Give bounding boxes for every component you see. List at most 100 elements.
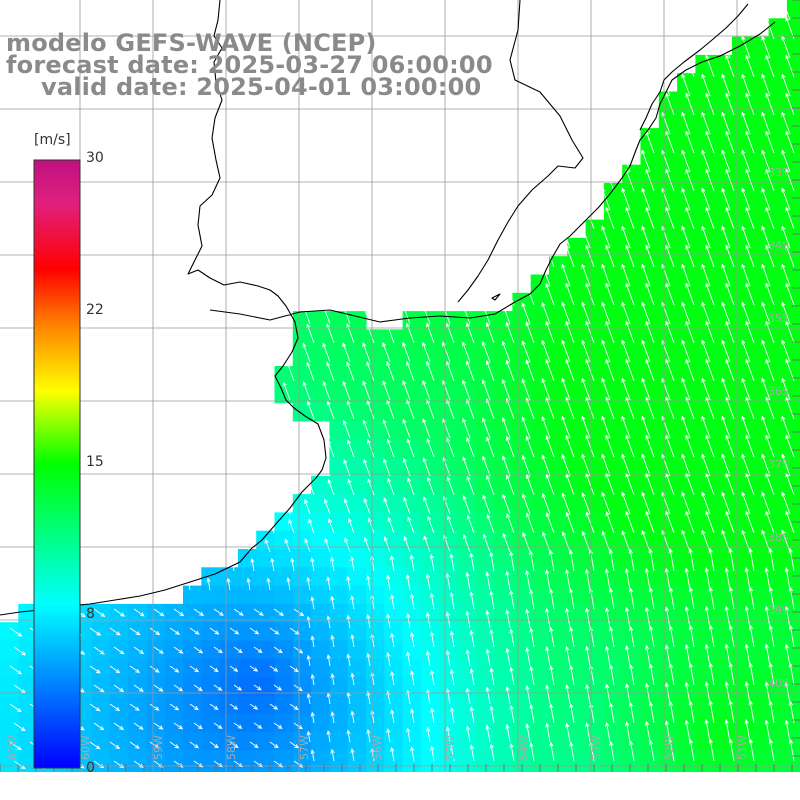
field-cell bbox=[640, 585, 660, 605]
field-cell bbox=[768, 164, 788, 184]
wind-arrow bbox=[366, 652, 371, 667]
field-cell bbox=[768, 622, 788, 642]
field-cell bbox=[549, 658, 568, 678]
wind-arrow bbox=[784, 643, 791, 667]
field-cell bbox=[457, 713, 477, 733]
wind-arrow bbox=[681, 415, 691, 439]
field-cell bbox=[585, 475, 605, 495]
field-cell bbox=[530, 713, 550, 733]
field-cell bbox=[512, 640, 532, 660]
field-cell bbox=[183, 640, 202, 660]
wind-arrow bbox=[665, 320, 675, 344]
field-cell bbox=[256, 713, 276, 733]
field-cell bbox=[585, 402, 605, 422]
wind-arrow bbox=[382, 380, 391, 401]
wind-arrow bbox=[330, 748, 335, 762]
field-cell bbox=[677, 750, 696, 770]
wind-arrow bbox=[768, 662, 775, 686]
wind-arrow bbox=[407, 516, 415, 534]
field-cell bbox=[786, 494, 800, 513]
wind-arrow bbox=[306, 361, 315, 382]
wind-arrow bbox=[489, 590, 495, 610]
wind-arrow bbox=[641, 149, 651, 173]
wind-arrow bbox=[741, 529, 751, 553]
wind-arrow bbox=[688, 738, 695, 762]
field-cell bbox=[585, 494, 605, 513]
wind-arrow bbox=[644, 682, 651, 705]
wind-arrow bbox=[761, 111, 771, 135]
field-cell bbox=[274, 768, 294, 772]
field-cell bbox=[256, 603, 276, 623]
wind-arrow bbox=[326, 361, 335, 382]
field-cell bbox=[695, 146, 715, 166]
wind-arrow bbox=[9, 665, 23, 675]
field-cell bbox=[750, 567, 770, 587]
wind-arrow bbox=[745, 472, 755, 496]
wind-arrow bbox=[721, 301, 731, 325]
field-cell bbox=[146, 750, 166, 770]
wind-arrow bbox=[624, 683, 631, 705]
wind-arrow bbox=[525, 608, 531, 629]
lat-label: 34S bbox=[768, 239, 789, 252]
field-cell bbox=[420, 768, 440, 772]
bottom-margin bbox=[0, 772, 800, 800]
wind-arrow bbox=[249, 627, 260, 635]
field-cell bbox=[640, 750, 660, 770]
wind-arrow bbox=[426, 360, 435, 382]
field-cell bbox=[640, 311, 660, 330]
field-cell bbox=[18, 732, 38, 751]
wind-arrow bbox=[446, 398, 455, 420]
wind-arrow bbox=[425, 688, 431, 705]
field-cell bbox=[585, 237, 605, 257]
field-cell bbox=[677, 91, 696, 111]
wind-arrow bbox=[229, 627, 240, 635]
field-cell bbox=[475, 439, 495, 459]
field-cell bbox=[585, 292, 605, 312]
wind-arrow bbox=[324, 537, 331, 553]
field-cell bbox=[768, 366, 788, 385]
field-cell bbox=[329, 658, 349, 678]
wind-arrow bbox=[327, 439, 335, 458]
wind-arrow bbox=[609, 702, 615, 724]
wind-arrow bbox=[282, 342, 291, 363]
field-cell bbox=[18, 622, 38, 642]
field-cell bbox=[420, 713, 440, 733]
wind-arrow bbox=[330, 595, 335, 610]
field-cell bbox=[658, 274, 678, 294]
field-cell bbox=[0, 768, 19, 772]
wind-arrow bbox=[788, 624, 795, 648]
field-cell bbox=[585, 329, 605, 349]
field-cell bbox=[475, 567, 495, 587]
field-cell bbox=[256, 768, 276, 772]
field-cell bbox=[512, 292, 532, 312]
field-cell bbox=[347, 732, 367, 751]
field-cell bbox=[768, 567, 788, 587]
field-cell bbox=[549, 329, 568, 349]
field-cell bbox=[677, 347, 696, 367]
wind-arrow bbox=[445, 726, 451, 743]
field-cell bbox=[530, 677, 550, 696]
field-cell bbox=[732, 768, 751, 772]
wind-arrow bbox=[725, 168, 735, 192]
wind-arrow bbox=[366, 614, 371, 629]
field-cell bbox=[512, 329, 532, 349]
field-cell bbox=[384, 457, 404, 477]
wind-arrow bbox=[445, 688, 451, 705]
field-cell bbox=[494, 311, 513, 330]
field-cell bbox=[530, 475, 550, 495]
field-cell bbox=[695, 640, 715, 660]
field-cell bbox=[750, 201, 770, 221]
wind-arrow bbox=[744, 567, 751, 591]
wind-arrow bbox=[724, 605, 731, 629]
field-cell bbox=[658, 109, 678, 129]
wind-arrow bbox=[482, 533, 491, 553]
field-cell bbox=[603, 183, 623, 202]
field-cell bbox=[0, 640, 19, 660]
field-cell bbox=[530, 567, 550, 587]
field-cell bbox=[366, 475, 385, 495]
field-cell bbox=[549, 494, 568, 513]
wind-arrow bbox=[402, 341, 411, 363]
wind-arrow bbox=[681, 263, 691, 287]
lon-label: 61W bbox=[6, 735, 19, 760]
field-cell bbox=[402, 457, 422, 477]
